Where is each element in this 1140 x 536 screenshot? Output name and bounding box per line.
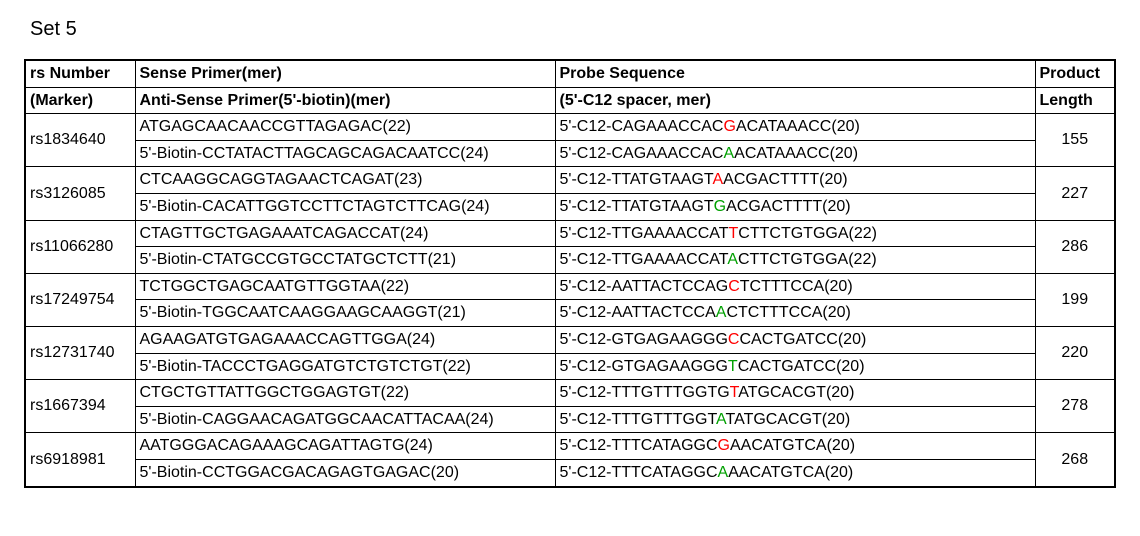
- rs-number: rs11066280: [25, 220, 135, 273]
- sense-primer: CTGCTGTTATTGGCTGGAGTGT(22): [135, 380, 555, 407]
- probe-variant-base: G: [714, 198, 726, 215]
- probe-sense: 5'-C12-CAGAAACCACGACATAAACC(20): [555, 114, 1035, 141]
- table-row: rs1667394CTGCTGTTATTGGCTGGAGTGT(22)5'-C1…: [25, 380, 1115, 407]
- table-row: rs17249754TCTGGCTGAGCAATGTTGGTAA(22)5'-C…: [25, 273, 1115, 300]
- sense-primer: AATGGGACAGAAAGCAGATTAGTG(24): [135, 433, 555, 460]
- product-length: 286: [1035, 220, 1115, 273]
- probe-anti: 5'-C12-TTATGTAAGTGACGACTTTT(20): [555, 193, 1035, 220]
- sense-primer: AGAAGATGTGAGAAACCAGTTGGA(24): [135, 326, 555, 353]
- probe-anti: 5'-C12-AATTACTCCAACTCTTTCCA(20): [555, 300, 1035, 327]
- table-row: 5'-Biotin-CACATTGGTCCTTCTAGTCTTCAG(24)5'…: [25, 193, 1115, 220]
- product-length: 220: [1035, 326, 1115, 379]
- probe-variant-base: C: [728, 331, 740, 348]
- probe-anti: 5'-C12-TTTGTTTGGTATATGCACGT(20): [555, 406, 1035, 433]
- anti-sense-primer: 5'-Biotin-TACCCTGAGGATGTCTGTCTGT(22): [135, 353, 555, 380]
- probe-variant-base: A: [716, 411, 725, 428]
- primer-table: rs Number Sense Primer(mer) Probe Sequen…: [24, 59, 1116, 488]
- anti-sense-primer: 5'-Biotin-CTATGCCGTGCCTATGCTCTT(21): [135, 247, 555, 274]
- rs-number: rs17249754: [25, 273, 135, 326]
- sense-primer: CTCAAGGCAGGTAGAACTCAGAT(23): [135, 167, 555, 194]
- rs-number: rs3126085: [25, 167, 135, 220]
- table-body: rs1834640ATGAGCAACAACCGTTAGAGAC(22)5'-C1…: [25, 114, 1115, 487]
- probe-variant-base: G: [718, 437, 730, 454]
- sense-primer: ATGAGCAACAACCGTTAGAGAC(22): [135, 114, 555, 141]
- probe-variant-base: A: [727, 251, 738, 268]
- product-length: 278: [1035, 380, 1115, 433]
- probe-sense: 5'-C12-TTGAAAACCATTCTTCTGTGGA(22): [555, 220, 1035, 247]
- table-row: rs3126085CTCAAGGCAGGTAGAACTCAGAT(23)5'-C…: [25, 167, 1115, 194]
- header-probe-2: (5'-C12 spacer, mer): [555, 87, 1035, 114]
- rs-number: rs6918981: [25, 433, 135, 487]
- probe-sense: 5'-C12-TTTCATAGGCGAACATGTCA(20): [555, 433, 1035, 460]
- header-len-1: Product: [1035, 60, 1115, 87]
- anti-sense-primer: 5'-Biotin-CCTATACTTAGCAGCAGACAATCC(24): [135, 140, 555, 167]
- header-rs-1: rs Number: [25, 60, 135, 87]
- table-row: 5'-Biotin-CCTATACTTAGCAGCAGACAATCC(24)5'…: [25, 140, 1115, 167]
- header-primer-2: Anti-Sense Primer(5'-biotin)(mer): [135, 87, 555, 114]
- probe-sense: 5'-C12-GTGAGAAGGGCCACTGATCC(20): [555, 326, 1035, 353]
- sense-primer: CTAGTTGCTGAGAAATCAGACCAT(24): [135, 220, 555, 247]
- table-row: 5'-Biotin-TACCCTGAGGATGTCTGTCTGT(22)5'-C…: [25, 353, 1115, 380]
- probe-variant-base: G: [723, 118, 735, 135]
- product-length: 155: [1035, 114, 1115, 167]
- probe-variant-base: A: [716, 304, 727, 321]
- table-row: rs6918981AATGGGACAGAAAGCAGATTAGTG(24)5'-…: [25, 433, 1115, 460]
- table-row: rs12731740AGAAGATGTGAGAAACCAGTTGGA(24)5'…: [25, 326, 1115, 353]
- probe-anti: 5'-C12-TTTCATAGGCAAACATGTCA(20): [555, 459, 1035, 486]
- product-length: 227: [1035, 167, 1115, 220]
- anti-sense-primer: 5'-Biotin-CCTGGACGACAGAGTGAGAC(20): [135, 459, 555, 486]
- product-length: 199: [1035, 273, 1115, 326]
- probe-anti: 5'-C12-GTGAGAAGGGTCACTGATCC(20): [555, 353, 1035, 380]
- probe-variant-base: T: [729, 225, 739, 242]
- table-row: 5'-Biotin-CAGGAACAGATGGCAACATTACAA(24)5'…: [25, 406, 1115, 433]
- table-header: rs Number Sense Primer(mer) Probe Sequen…: [25, 60, 1115, 114]
- probe-sense: 5'-C12-TTTGTTTGGTGTATGCACGT(20): [555, 380, 1035, 407]
- probe-variant-base: T: [728, 358, 738, 375]
- probe-anti: 5'-C12-TTGAAAACCATACTTCTGTGGA(22): [555, 247, 1035, 274]
- probe-variant-base: A: [718, 464, 729, 481]
- table-row: 5'-Biotin-TGGCAATCAAGGAAGCAAGGT(21)5'-C1…: [25, 300, 1115, 327]
- probe-anti: 5'-C12-CAGAAACCACAACATAAACC(20): [555, 140, 1035, 167]
- probe-variant-base: C: [728, 278, 740, 295]
- anti-sense-primer: 5'-Biotin-CACATTGGTCCTTCTAGTCTTCAG(24): [135, 193, 555, 220]
- rs-number: rs1834640: [25, 114, 135, 167]
- probe-variant-base: A: [712, 171, 723, 188]
- probe-sense: 5'-C12-AATTACTCCAGCTCTTTCCA(20): [555, 273, 1035, 300]
- set-title: Set 5: [30, 18, 1116, 41]
- table-row: rs1834640ATGAGCAACAACCGTTAGAGAC(22)5'-C1…: [25, 114, 1115, 141]
- table-row: rs11066280CTAGTTGCTGAGAAATCAGACCAT(24)5'…: [25, 220, 1115, 247]
- header-probe-1: Probe Sequence: [555, 60, 1035, 87]
- header-rs-2: (Marker): [25, 87, 135, 114]
- probe-variant-base: T: [730, 384, 739, 401]
- table-row: 5'-Biotin-CTATGCCGTGCCTATGCTCTT(21)5'-C1…: [25, 247, 1115, 274]
- table-row: 5'-Biotin-CCTGGACGACAGAGTGAGAC(20)5'-C12…: [25, 459, 1115, 486]
- sense-primer: TCTGGCTGAGCAATGTTGGTAA(22): [135, 273, 555, 300]
- probe-sense: 5'-C12-TTATGTAAGTAACGACTTTT(20): [555, 167, 1035, 194]
- probe-variant-base: A: [723, 145, 734, 162]
- header-primer-1: Sense Primer(mer): [135, 60, 555, 87]
- anti-sense-primer: 5'-Biotin-CAGGAACAGATGGCAACATTACAA(24): [135, 406, 555, 433]
- rs-number: rs12731740: [25, 326, 135, 379]
- product-length: 268: [1035, 433, 1115, 487]
- rs-number: rs1667394: [25, 380, 135, 433]
- anti-sense-primer: 5'-Biotin-TGGCAATCAAGGAAGCAAGGT(21): [135, 300, 555, 327]
- header-len-2: Length: [1035, 87, 1115, 114]
